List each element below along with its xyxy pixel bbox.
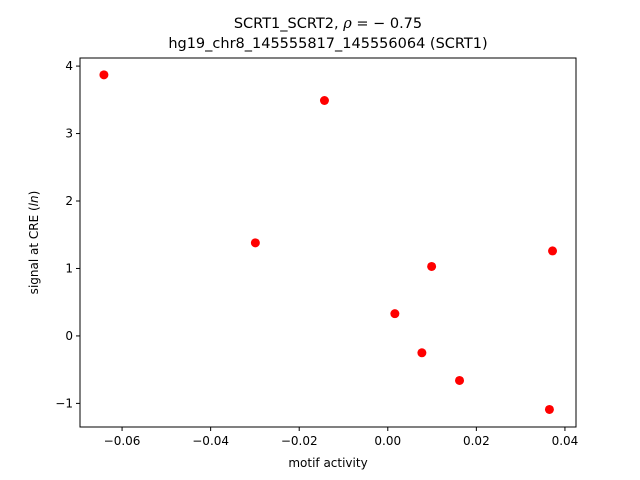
data-point — [319, 95, 329, 105]
data-point — [250, 238, 260, 248]
data-point — [99, 70, 109, 80]
y-tick-label: 1 — [65, 261, 73, 275]
x-tick-label: −0.02 — [281, 434, 318, 448]
y-tick-label: −1 — [55, 396, 73, 410]
y-tick-label: 3 — [65, 127, 73, 141]
data-point — [544, 404, 554, 414]
plot-frame — [79, 57, 577, 428]
y-tick-label: 0 — [65, 329, 73, 343]
data-point — [417, 348, 427, 358]
x-tick-label: 0.04 — [552, 434, 579, 448]
chart-title-line1: SCRT1_SCRT2, ρ = − 0.75 — [234, 16, 422, 32]
x-tick-label: −0.06 — [104, 434, 141, 448]
data-point — [390, 309, 400, 319]
x-axis-label: motif activity — [288, 456, 367, 470]
x-tick-label: 0.02 — [463, 434, 490, 448]
chart-title-line2: hg19_chr8_145555817_145556064 (SCRT1) — [168, 36, 487, 52]
data-point — [427, 261, 437, 271]
data-point — [548, 246, 558, 256]
axis-ticks: −0.06 −0.04 −0.02 0.00 0.02 0.04 −1 0 1 2 3 4 — [55, 59, 578, 448]
x-tick-label: −0.04 — [192, 434, 229, 448]
data-point — [455, 375, 465, 385]
y-tick-label: 4 — [65, 59, 73, 73]
data-points — [99, 70, 558, 414]
y-tick-label: 2 — [65, 194, 73, 208]
x-tick-label: 0.00 — [374, 434, 401, 448]
y-axis-label: signal at CRE (ln) — [27, 191, 41, 295]
